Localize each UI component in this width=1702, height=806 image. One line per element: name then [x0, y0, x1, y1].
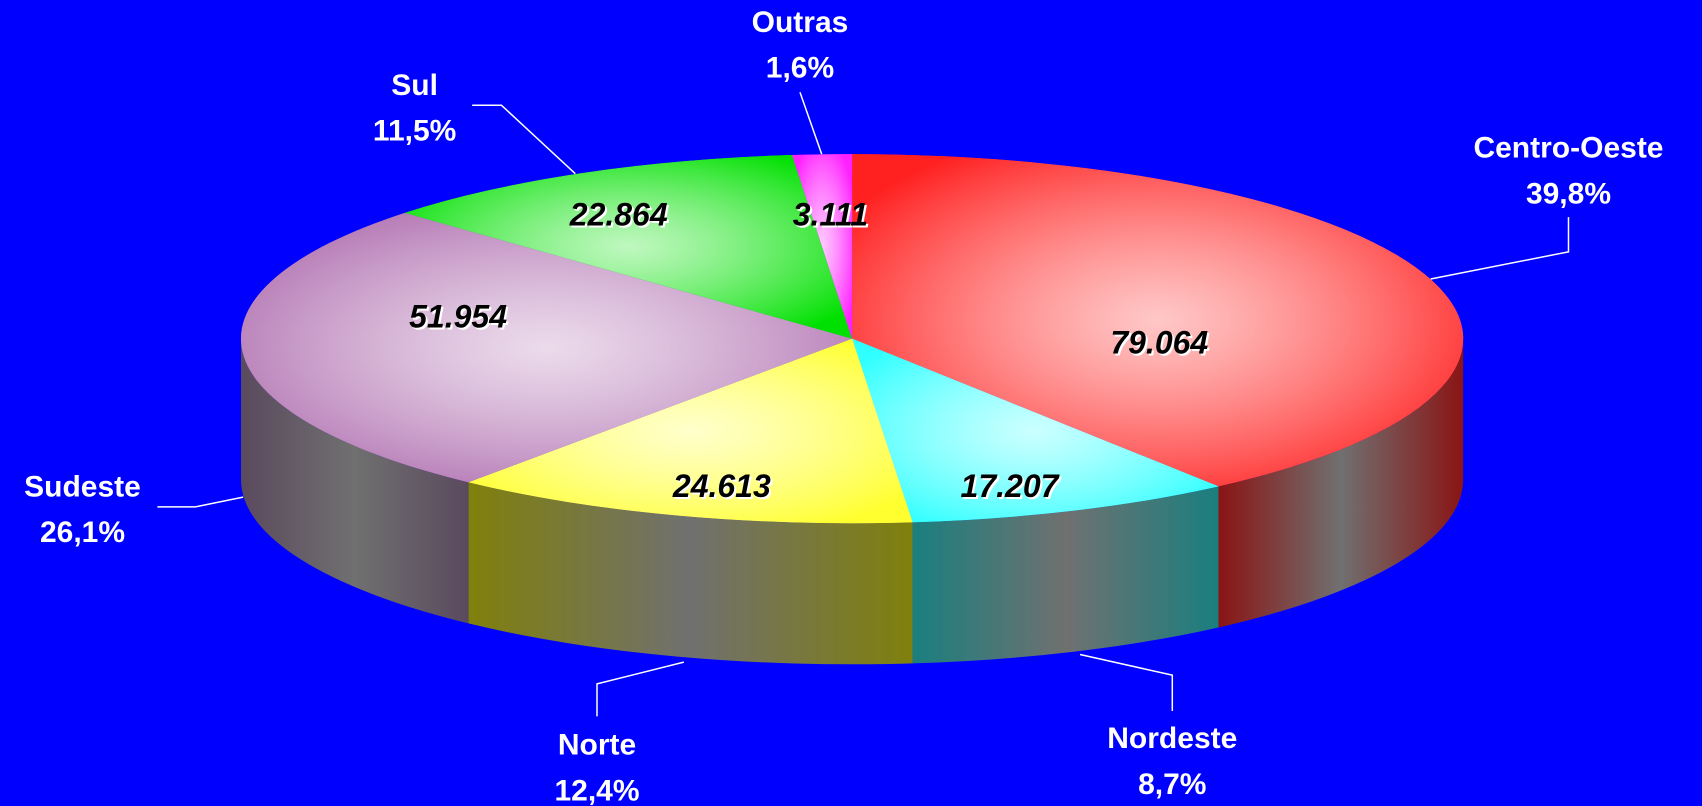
category-label: Centro-Oeste — [1473, 132, 1663, 165]
value-label-shadow: 3.111 — [795, 199, 870, 235]
percent-label: 39,8% — [1526, 177, 1611, 210]
value-label-shadow: 24.613 — [674, 470, 773, 506]
pie-side — [1218, 338, 1464, 628]
value-label: 51.954 — [409, 299, 507, 335]
value-label: 22.864 — [569, 197, 668, 233]
category-label: Sudeste — [24, 470, 141, 503]
pie-slice — [240, 212, 853, 483]
category-label: Norte — [558, 729, 636, 762]
leader-line — [596, 661, 685, 717]
percent-label: 11,5% — [373, 114, 456, 147]
value-label: 17.207 — [961, 468, 1061, 504]
pie-slice — [792, 154, 853, 339]
value-label: 3.111 — [793, 197, 868, 233]
leader-line — [472, 104, 576, 175]
category-label: Nordeste — [1107, 722, 1237, 755]
value-label-shadow: 22.864 — [571, 199, 670, 235]
category-label: Outras — [752, 6, 849, 39]
category-label: Sul — [391, 69, 438, 102]
percent-label: 12,4% — [554, 774, 639, 806]
percent-label: 26,1% — [40, 516, 125, 549]
pie-slice — [404, 155, 853, 339]
value-label: 24.613 — [672, 468, 771, 504]
value-label-shadow: 17.207 — [963, 470, 1063, 506]
percent-label: 1,6% — [766, 51, 834, 84]
leader-line — [1430, 217, 1570, 280]
value-label: 79.064 — [1110, 325, 1208, 361]
percent-label: 8,7% — [1138, 768, 1206, 801]
leader-line — [157, 496, 244, 508]
pie-side — [240, 338, 469, 624]
value-label-shadow: 51.954 — [411, 301, 509, 337]
pie-side — [468, 482, 913, 665]
leader-line — [1079, 653, 1174, 711]
leader-line — [799, 92, 823, 155]
pie-side — [912, 486, 1219, 664]
pie-slice — [468, 338, 913, 524]
pie-slice — [852, 154, 1464, 487]
pie-slice — [852, 338, 1219, 523]
value-label-shadow: 79.064 — [1112, 327, 1210, 363]
